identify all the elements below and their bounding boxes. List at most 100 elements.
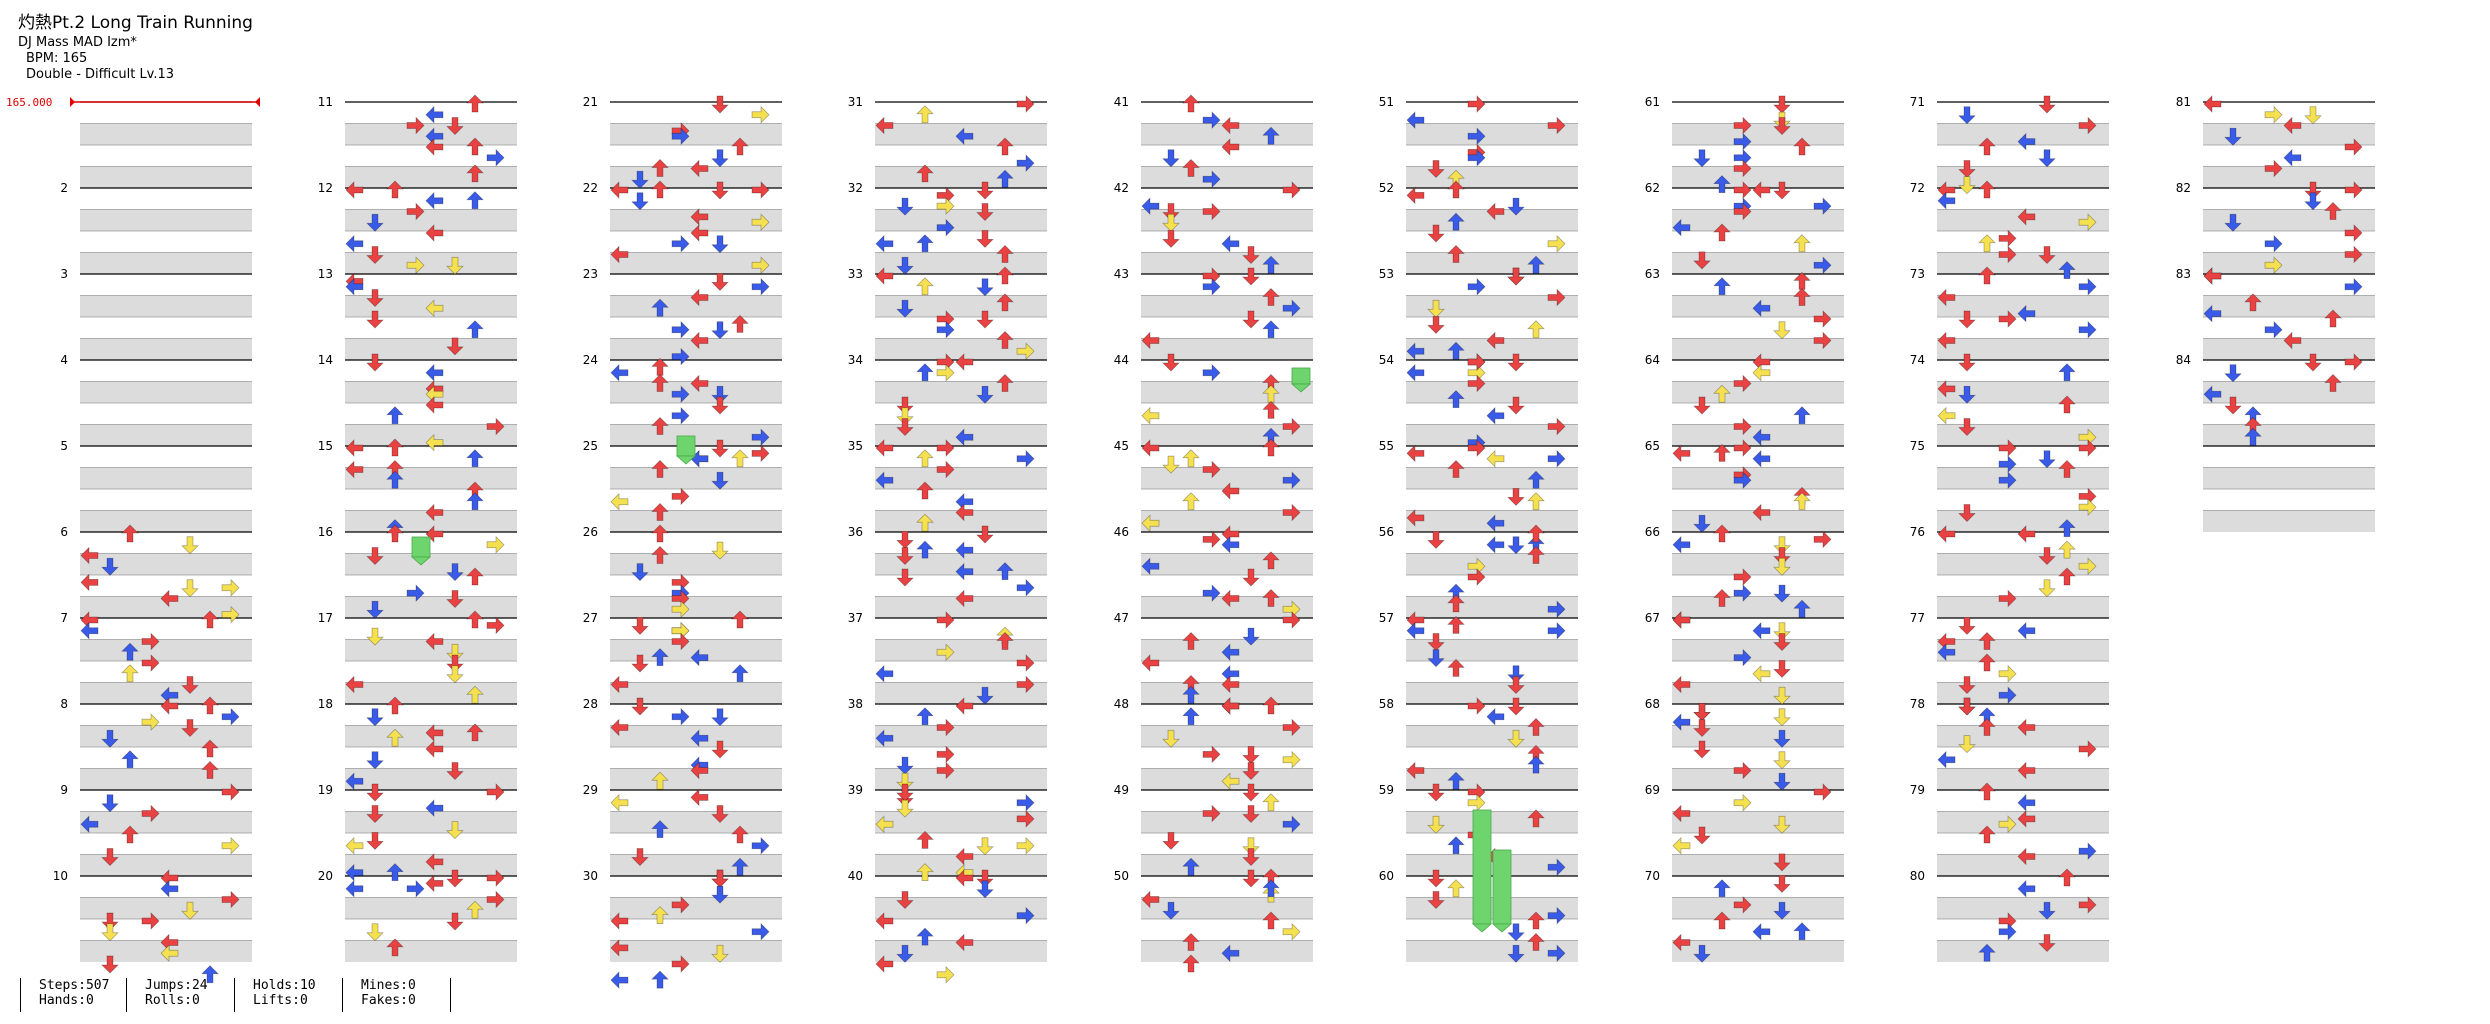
measure-number: 67 (1645, 611, 1660, 625)
arrow-up-icon (1978, 653, 1996, 672)
beat-band (1937, 768, 2109, 790)
measure-number: 34 (848, 353, 863, 367)
beat-band (80, 510, 252, 532)
arrow-down-icon (896, 891, 914, 909)
beat-band (1672, 811, 1844, 833)
arrow-left-icon (2017, 793, 2036, 812)
arrow-up-icon (1182, 857, 1200, 876)
arrow-up-icon (651, 374, 669, 392)
arrow-right-icon (936, 186, 955, 205)
measure-number: 70 (1645, 869, 1660, 883)
arrow-right-icon (671, 127, 690, 146)
arrow-down-icon (1773, 772, 1791, 791)
arrow-right-icon (1282, 471, 1301, 490)
beat-band (610, 553, 782, 575)
arrow-down-icon (1427, 633, 1445, 651)
arrow-up-icon (121, 825, 139, 844)
arrow-down-icon (446, 643, 464, 662)
measure-number: 54 (1379, 353, 1394, 367)
beat-band (875, 768, 1047, 790)
measure-number: 79 (1910, 783, 1925, 797)
measure-number: 80 (1910, 869, 1925, 883)
arrow-right-icon (1733, 116, 1752, 135)
beat-band (80, 381, 252, 403)
arrow-left-icon (345, 863, 364, 882)
arrow-right-icon (1733, 202, 1752, 221)
arrow-right-icon (1998, 439, 2017, 457)
arrow-up-icon (386, 938, 404, 957)
arrow-down-icon (1427, 891, 1445, 909)
arrow-down-icon (2224, 127, 2242, 146)
arrow-left-icon (1141, 331, 1160, 350)
arrow-left-icon (160, 589, 179, 608)
beat-band (610, 940, 782, 962)
arrow-down-icon (2038, 95, 2056, 114)
arrow-left-icon (690, 374, 709, 393)
arrow-up-icon (1262, 438, 1280, 457)
arrow-down-icon (1242, 805, 1260, 823)
beat-band (2203, 295, 2375, 317)
arrow-up-icon (386, 406, 404, 425)
arrow-right-icon (751, 277, 770, 296)
beat-band (1141, 725, 1313, 747)
arrow-down-icon (1958, 176, 1976, 195)
arrow-left-icon (1672, 804, 1691, 823)
arrow-down-icon (2038, 450, 2056, 469)
arrow-down-icon (976, 837, 994, 856)
arrow-down-icon (896, 256, 914, 275)
arrow-down-icon (896, 531, 914, 549)
measure-number: 7 (60, 611, 68, 625)
arrow-left-icon (345, 460, 364, 479)
arrow-up-icon (1262, 793, 1280, 812)
beat-band (1937, 940, 2109, 962)
arrow-right-icon (671, 600, 690, 619)
arrow-right-icon (486, 869, 505, 887)
arrow-down-icon (1773, 686, 1791, 705)
beat-band (610, 811, 782, 833)
arrow-down-icon (631, 654, 649, 673)
beat-band (2203, 209, 2375, 231)
arrow-down-icon (1427, 299, 1445, 318)
measure-number: 26 (583, 525, 598, 539)
beat-band (875, 510, 1047, 532)
beat-band (80, 897, 252, 919)
arrow-left-icon (2203, 267, 2222, 285)
arrow-up-icon (2324, 309, 2342, 328)
arrow-left-icon (425, 503, 444, 522)
arrow-left-icon (425, 632, 444, 651)
arrow-down-icon (976, 869, 994, 888)
arrow-up-icon (201, 739, 219, 758)
arrow-left-icon (1141, 654, 1160, 672)
arrow-right-icon (221, 890, 240, 909)
arrow-left-icon (80, 621, 99, 640)
beat-band (1672, 682, 1844, 704)
arrow-right-icon (1016, 449, 1035, 468)
arrow-right-icon (2344, 277, 2363, 296)
arrow-down-icon (711, 181, 729, 200)
arrow-up-icon (201, 696, 219, 715)
arrow-right-icon (1202, 202, 1221, 221)
beat-band (345, 596, 517, 618)
arrow-right-icon (671, 234, 690, 253)
arrow-up-icon (1262, 879, 1280, 898)
arrow-down-icon (2038, 901, 2056, 920)
hold-tail-icon (1491, 923, 1513, 933)
arrow-up-icon (1182, 954, 1200, 973)
measure-number: 18 (318, 697, 333, 711)
arrow-down-icon (1958, 160, 1976, 178)
arrow-left-icon (1672, 713, 1691, 731)
arrow-right-icon (671, 385, 690, 404)
arrow-right-icon (221, 836, 240, 855)
measure-number: 15 (318, 439, 333, 453)
arrow-left-icon (1406, 761, 1425, 780)
arrow-left-icon (955, 933, 974, 952)
measure-number: 23 (583, 267, 598, 281)
arrow-left-icon (610, 793, 629, 812)
arrow-down-icon (101, 955, 119, 974)
arrow-down-icon (1242, 848, 1260, 866)
beat-band (1672, 381, 1844, 403)
arrow-up-icon (386, 470, 404, 489)
measure-number: 73 (1910, 267, 1925, 281)
arrow-down-icon (896, 396, 914, 415)
arrow-right-icon (2344, 353, 2363, 371)
